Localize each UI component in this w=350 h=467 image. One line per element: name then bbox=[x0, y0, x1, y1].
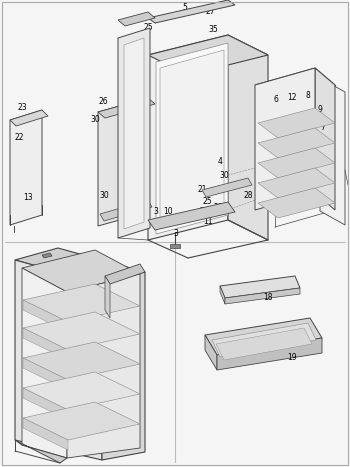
Polygon shape bbox=[23, 284, 140, 322]
Polygon shape bbox=[205, 335, 217, 370]
Text: 30: 30 bbox=[90, 115, 100, 125]
Text: 4: 4 bbox=[218, 157, 223, 167]
Text: 30: 30 bbox=[99, 191, 109, 200]
Polygon shape bbox=[320, 78, 345, 225]
Text: 27: 27 bbox=[199, 207, 209, 217]
Polygon shape bbox=[105, 276, 110, 318]
Polygon shape bbox=[23, 372, 140, 410]
Polygon shape bbox=[124, 38, 144, 229]
Text: 15: 15 bbox=[97, 263, 107, 273]
Text: 11: 11 bbox=[203, 218, 213, 226]
Text: 25: 25 bbox=[143, 23, 153, 33]
Text: 17: 17 bbox=[122, 313, 132, 323]
Polygon shape bbox=[216, 328, 312, 360]
Polygon shape bbox=[156, 43, 228, 234]
Polygon shape bbox=[258, 148, 335, 178]
Text: 3: 3 bbox=[174, 228, 178, 238]
Polygon shape bbox=[118, 28, 150, 238]
Text: 20: 20 bbox=[79, 254, 89, 262]
Polygon shape bbox=[148, 35, 228, 240]
Text: 13: 13 bbox=[23, 193, 33, 203]
Polygon shape bbox=[228, 35, 268, 240]
Polygon shape bbox=[148, 0, 235, 23]
Polygon shape bbox=[23, 388, 68, 420]
Text: 35: 35 bbox=[208, 26, 218, 35]
Polygon shape bbox=[42, 253, 52, 258]
Text: 10: 10 bbox=[163, 207, 173, 217]
Text: 3: 3 bbox=[154, 207, 159, 217]
Text: 1: 1 bbox=[138, 161, 142, 170]
Polygon shape bbox=[148, 35, 268, 75]
Polygon shape bbox=[23, 342, 140, 380]
Polygon shape bbox=[220, 276, 300, 298]
Text: 26: 26 bbox=[98, 98, 108, 106]
Polygon shape bbox=[100, 200, 152, 221]
Polygon shape bbox=[67, 274, 140, 458]
Text: 1: 1 bbox=[135, 54, 139, 63]
Polygon shape bbox=[202, 178, 252, 197]
Polygon shape bbox=[148, 202, 235, 230]
Polygon shape bbox=[23, 328, 68, 360]
Polygon shape bbox=[22, 268, 67, 458]
Polygon shape bbox=[23, 300, 68, 332]
Polygon shape bbox=[15, 440, 67, 463]
Polygon shape bbox=[258, 108, 335, 138]
Polygon shape bbox=[205, 318, 322, 355]
Text: 8: 8 bbox=[306, 92, 310, 100]
Text: 30: 30 bbox=[219, 170, 229, 179]
Polygon shape bbox=[98, 98, 148, 226]
Polygon shape bbox=[23, 418, 68, 450]
Text: 14: 14 bbox=[114, 277, 124, 286]
Polygon shape bbox=[258, 188, 335, 218]
Polygon shape bbox=[255, 68, 335, 102]
Polygon shape bbox=[217, 338, 322, 370]
Polygon shape bbox=[212, 323, 316, 357]
Polygon shape bbox=[23, 312, 140, 350]
Text: 5: 5 bbox=[183, 3, 188, 13]
Text: 9: 9 bbox=[317, 106, 322, 114]
Polygon shape bbox=[160, 50, 224, 228]
Text: 2: 2 bbox=[141, 76, 145, 85]
Polygon shape bbox=[118, 12, 155, 26]
Text: 25: 25 bbox=[202, 198, 212, 206]
Polygon shape bbox=[255, 68, 315, 210]
Text: 28: 28 bbox=[243, 191, 253, 200]
Text: 7: 7 bbox=[321, 123, 326, 133]
Polygon shape bbox=[15, 260, 102, 460]
Polygon shape bbox=[15, 248, 145, 284]
Polygon shape bbox=[102, 272, 145, 460]
Text: 12: 12 bbox=[287, 93, 297, 102]
Polygon shape bbox=[22, 250, 140, 292]
Text: 16: 16 bbox=[25, 363, 35, 373]
Text: 24: 24 bbox=[210, 187, 220, 197]
Text: 29: 29 bbox=[213, 203, 223, 212]
Polygon shape bbox=[105, 264, 145, 284]
Polygon shape bbox=[10, 110, 48, 126]
Polygon shape bbox=[258, 168, 335, 198]
Text: 23: 23 bbox=[17, 104, 27, 113]
Polygon shape bbox=[315, 68, 335, 210]
Polygon shape bbox=[10, 110, 42, 225]
Polygon shape bbox=[23, 358, 68, 390]
Polygon shape bbox=[23, 402, 140, 440]
Polygon shape bbox=[258, 128, 335, 158]
Text: 18: 18 bbox=[263, 293, 273, 303]
Text: 22: 22 bbox=[14, 134, 24, 142]
Polygon shape bbox=[170, 244, 180, 248]
Polygon shape bbox=[225, 288, 300, 304]
Text: 27: 27 bbox=[205, 7, 215, 16]
Text: 19: 19 bbox=[287, 354, 297, 362]
Polygon shape bbox=[98, 98, 155, 118]
Text: 21: 21 bbox=[197, 184, 207, 193]
Polygon shape bbox=[220, 286, 225, 304]
Text: 6: 6 bbox=[274, 95, 279, 105]
